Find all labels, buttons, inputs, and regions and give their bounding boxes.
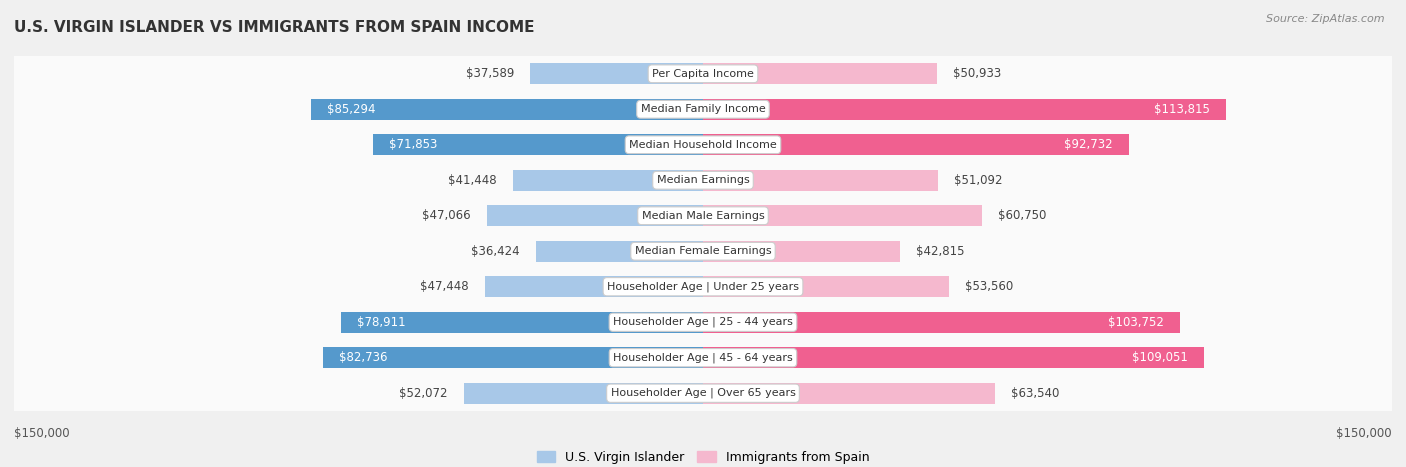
Bar [536, 241, 703, 262]
Text: $42,815: $42,815 [915, 245, 965, 258]
Text: Householder Age | 45 - 64 years: Householder Age | 45 - 64 years [613, 353, 793, 363]
Bar [530, 63, 703, 85]
Text: $60,750: $60,750 [998, 209, 1046, 222]
Bar [464, 382, 703, 404]
Text: $109,051: $109,051 [1132, 351, 1188, 364]
Text: $78,911: $78,911 [357, 316, 405, 329]
Bar [703, 170, 938, 191]
Bar [703, 311, 1180, 333]
Text: Median Household Income: Median Household Income [628, 140, 778, 150]
FancyBboxPatch shape [4, 0, 1402, 467]
FancyBboxPatch shape [4, 0, 1402, 467]
Text: Householder Age | Under 25 years: Householder Age | Under 25 years [607, 282, 799, 292]
Text: $92,732: $92,732 [1064, 138, 1112, 151]
Bar [703, 205, 981, 226]
Bar [703, 63, 936, 85]
Bar [703, 241, 900, 262]
FancyBboxPatch shape [4, 0, 1402, 467]
Text: Median Male Earnings: Median Male Earnings [641, 211, 765, 221]
Text: $103,752: $103,752 [1108, 316, 1163, 329]
Text: $82,736: $82,736 [339, 351, 388, 364]
Bar [703, 134, 1129, 156]
Text: $47,066: $47,066 [422, 209, 471, 222]
Text: Per Capita Income: Per Capita Income [652, 69, 754, 79]
Bar [703, 347, 1204, 368]
FancyBboxPatch shape [4, 0, 1402, 467]
Text: $41,448: $41,448 [449, 174, 496, 187]
Text: $37,589: $37,589 [465, 67, 515, 80]
Bar [340, 311, 703, 333]
FancyBboxPatch shape [4, 0, 1402, 467]
Text: Source: ZipAtlas.com: Source: ZipAtlas.com [1267, 14, 1385, 24]
Text: $85,294: $85,294 [328, 103, 375, 116]
FancyBboxPatch shape [4, 0, 1402, 467]
Bar [485, 276, 703, 297]
Bar [703, 99, 1226, 120]
Text: $150,000: $150,000 [1336, 427, 1392, 440]
Bar [703, 276, 949, 297]
Legend: U.S. Virgin Islander, Immigrants from Spain: U.S. Virgin Islander, Immigrants from Sp… [531, 446, 875, 467]
Text: $50,933: $50,933 [953, 67, 1001, 80]
Bar [311, 99, 703, 120]
Text: $53,560: $53,560 [965, 280, 1014, 293]
Bar [703, 382, 995, 404]
Text: Median Earnings: Median Earnings [657, 175, 749, 185]
Text: $36,424: $36,424 [471, 245, 520, 258]
FancyBboxPatch shape [4, 0, 1402, 467]
Text: $47,448: $47,448 [420, 280, 470, 293]
Bar [373, 134, 703, 156]
Text: $150,000: $150,000 [14, 427, 70, 440]
Bar [486, 205, 703, 226]
Text: Householder Age | Over 65 years: Householder Age | Over 65 years [610, 388, 796, 398]
FancyBboxPatch shape [4, 0, 1402, 467]
FancyBboxPatch shape [4, 0, 1402, 467]
Text: $52,072: $52,072 [399, 387, 447, 400]
Text: Householder Age | 25 - 44 years: Householder Age | 25 - 44 years [613, 317, 793, 327]
Text: Median Female Earnings: Median Female Earnings [634, 246, 772, 256]
Text: $71,853: $71,853 [389, 138, 437, 151]
Text: $63,540: $63,540 [1011, 387, 1059, 400]
Text: Median Family Income: Median Family Income [641, 104, 765, 114]
Bar [323, 347, 703, 368]
Text: $113,815: $113,815 [1154, 103, 1209, 116]
Text: $51,092: $51,092 [953, 174, 1002, 187]
FancyBboxPatch shape [4, 0, 1402, 467]
Bar [513, 170, 703, 191]
Text: U.S. VIRGIN ISLANDER VS IMMIGRANTS FROM SPAIN INCOME: U.S. VIRGIN ISLANDER VS IMMIGRANTS FROM … [14, 20, 534, 35]
